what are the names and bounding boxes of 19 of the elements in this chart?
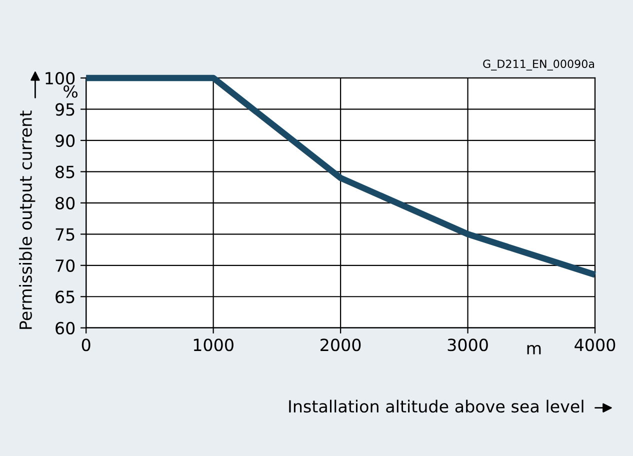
x-axis-title: Installation altitude above sea level (289, 400, 584, 413)
x-tick-label: 3000 (448, 338, 488, 352)
text: m (527, 344, 541, 354)
y-tick-label: 100 (46, 72, 75, 85)
y-tick-label: 90 (56, 134, 75, 148)
y-tick-label: 70 (56, 259, 75, 272)
y-tick-label: 80 (56, 196, 75, 210)
y-tick-label: 95 (56, 103, 74, 116)
y-axis-title: Permissible output current (19, 110, 36, 329)
y-tick-label: 65 (56, 290, 74, 304)
text: G_D211_EN_00090a (483, 60, 594, 70)
x-tick-label: 0 (82, 338, 90, 352)
x-tick-label: 2000 (320, 338, 361, 352)
y-tick-label: 75 (56, 228, 74, 241)
y-tick-label: 85 (56, 166, 74, 178)
x-tick-label: 4000 (574, 338, 616, 352)
y-tick-label: 60 (56, 322, 75, 334)
text: % (64, 85, 78, 98)
x-tick-label: 1000 (194, 338, 234, 352)
